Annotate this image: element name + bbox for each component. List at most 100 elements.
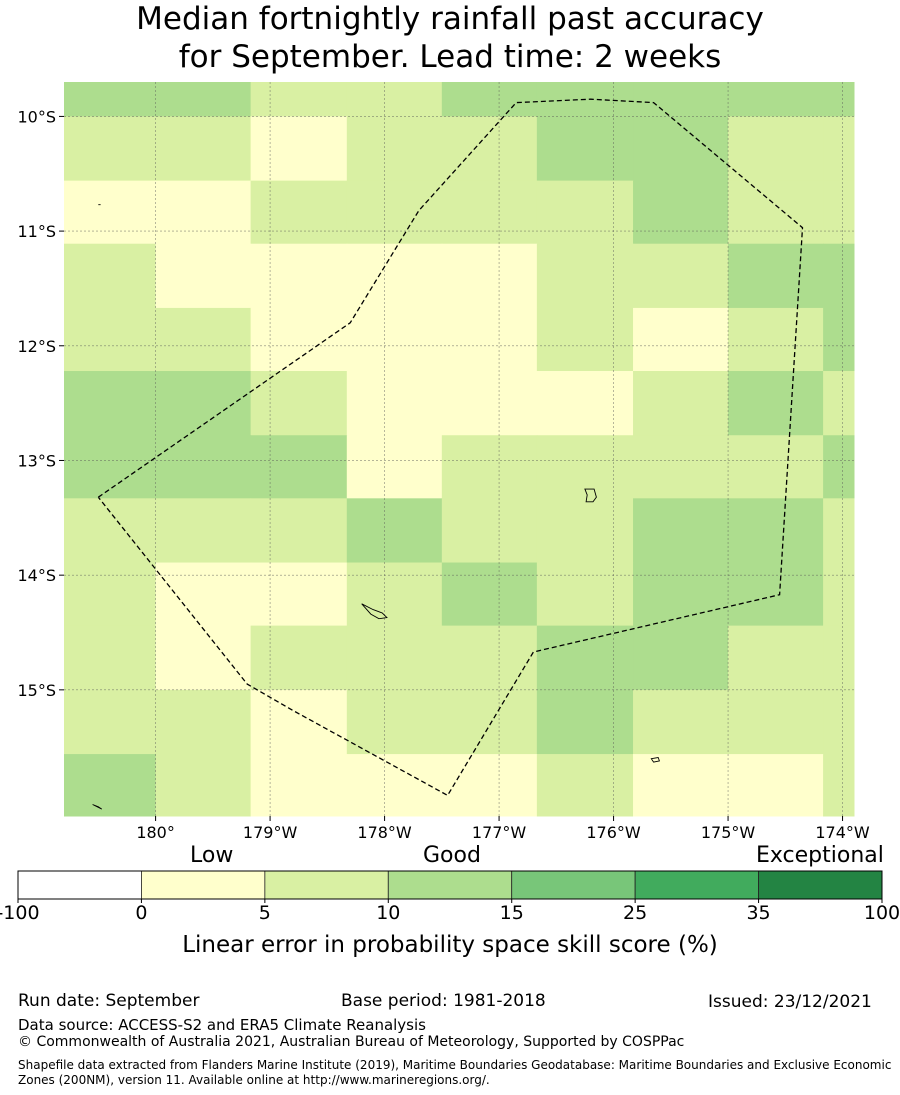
- lon-label: 178°W: [357, 823, 412, 842]
- grid-cell: [823, 435, 855, 499]
- eez-boundary: [97, 98, 804, 797]
- title-line-1: Median fortnightly rainfall past accurac…: [136, 1, 764, 37]
- grid-cell: [64, 562, 157, 627]
- grid-cell: [633, 562, 729, 627]
- grid-cell: [64, 307, 157, 372]
- grid-cell: [536, 180, 634, 245]
- colorbar-segment: [264, 870, 389, 900]
- grid-cell: [155, 180, 252, 245]
- category-good-label: Good: [423, 843, 481, 868]
- grid-cell: [823, 371, 855, 436]
- grid-cell: [250, 116, 348, 182]
- grid-cell: [728, 243, 824, 309]
- grid-cell: [64, 243, 157, 309]
- colorbar-segment: [511, 870, 636, 900]
- lat-label: 15°S: [17, 681, 56, 700]
- lon-label: 174°W: [815, 823, 870, 842]
- island-outline: [92, 804, 103, 810]
- grid-cell: [155, 689, 252, 755]
- grid-cell: [250, 562, 348, 627]
- colorbar-segment: [141, 870, 266, 900]
- grid-cell: [346, 625, 443, 691]
- grid-cell: [346, 82, 443, 117]
- map-axis-ticks: 10°S 11°S 12°S 13°S 14°S 15°S 180° 179°W 178°W 17…: [17, 107, 869, 842]
- copyright: © Commonwealth of Australia 2021, Austra…: [18, 1034, 685, 1050]
- grid-cell: [250, 307, 348, 372]
- colorbar-axis-label: Linear error in probability space skill …: [182, 932, 718, 958]
- grid-cell: [64, 82, 157, 117]
- grid-cell: [250, 754, 348, 817]
- grid-cell: [346, 371, 443, 436]
- grid-cell: [728, 625, 824, 691]
- lon-label: 177°W: [472, 823, 527, 842]
- grid-cell: [441, 180, 538, 245]
- colorbar-segment: [758, 870, 883, 900]
- grid-cell: [346, 307, 443, 372]
- grid-cell: [633, 625, 729, 691]
- data-source: Data source: ACCESS-S2 and ERA5 Climate …: [18, 1016, 426, 1034]
- grid-cell: [346, 562, 443, 627]
- grid-cell: [823, 689, 855, 755]
- grid-cell: [441, 435, 538, 499]
- colorbar-segment: [387, 870, 513, 900]
- grid-cell: [250, 498, 348, 564]
- lon-label: 180°: [136, 823, 175, 842]
- colorbar-tick-label: 0: [135, 902, 148, 924]
- grid-cell: [536, 498, 634, 564]
- grid-cell: [346, 435, 443, 499]
- grid-cell: [441, 307, 538, 372]
- grid-cell: [536, 689, 634, 755]
- grid-cell: [728, 498, 824, 564]
- grid-cell: [633, 754, 729, 817]
- grid-cell: [64, 116, 157, 182]
- grid-cell: [633, 307, 729, 372]
- colorbar-frame: [17, 870, 883, 900]
- grid-cell: [823, 243, 855, 309]
- category-exceptional-label: Exceptional: [756, 843, 884, 868]
- lon-label: 176°W: [586, 823, 641, 842]
- grid-cell: [633, 371, 729, 436]
- grid-cell: [441, 625, 538, 691]
- lat-label: 13°S: [17, 451, 56, 470]
- grid-cell: [346, 498, 443, 564]
- grid-cell: [64, 689, 157, 755]
- grid-cell: [728, 689, 824, 755]
- grid-cell: [64, 180, 157, 245]
- lon-label: 179°W: [243, 823, 298, 842]
- island-outlines: [92, 204, 660, 810]
- lon-label: 175°W: [701, 823, 756, 842]
- grid-cell: [346, 116, 443, 182]
- grid-cell: [441, 689, 538, 755]
- grid-cell: [441, 243, 538, 309]
- colorbar-tick-label: 10: [376, 902, 401, 924]
- grid-cell: [633, 243, 729, 309]
- grid-cell: [633, 498, 729, 564]
- grid-cell: [250, 180, 348, 245]
- grid-cell: [823, 498, 855, 564]
- colorbar-tick-label: 35: [746, 902, 771, 924]
- grid-cell: [64, 625, 157, 691]
- grid-cell: [64, 371, 157, 436]
- colorbar-tick-label: 100: [863, 902, 900, 924]
- grid-cell: [64, 498, 157, 564]
- grid-cell: [441, 82, 538, 117]
- grid-cell: [346, 754, 443, 817]
- grid-cell: [633, 116, 729, 182]
- run-date: Run date: September: [18, 991, 200, 1011]
- grid-cell: [823, 82, 855, 117]
- grid-cell: [155, 625, 252, 691]
- grid-cell: [155, 754, 252, 817]
- grid-cell: [633, 82, 729, 117]
- grid-cell: [441, 498, 538, 564]
- grid-cell: [346, 689, 443, 755]
- lat-label: 14°S: [17, 566, 56, 585]
- shapefile-note: Shapefile data extracted from Flanders M…: [18, 1058, 892, 1087]
- grid-cell: [728, 180, 824, 245]
- grid-cell: [823, 180, 855, 245]
- grid-cell: [441, 371, 538, 436]
- colorbar-segment: [17, 870, 142, 900]
- grid-cell: [155, 371, 252, 436]
- grid-cell: [155, 243, 252, 309]
- grid-cell: [155, 435, 252, 499]
